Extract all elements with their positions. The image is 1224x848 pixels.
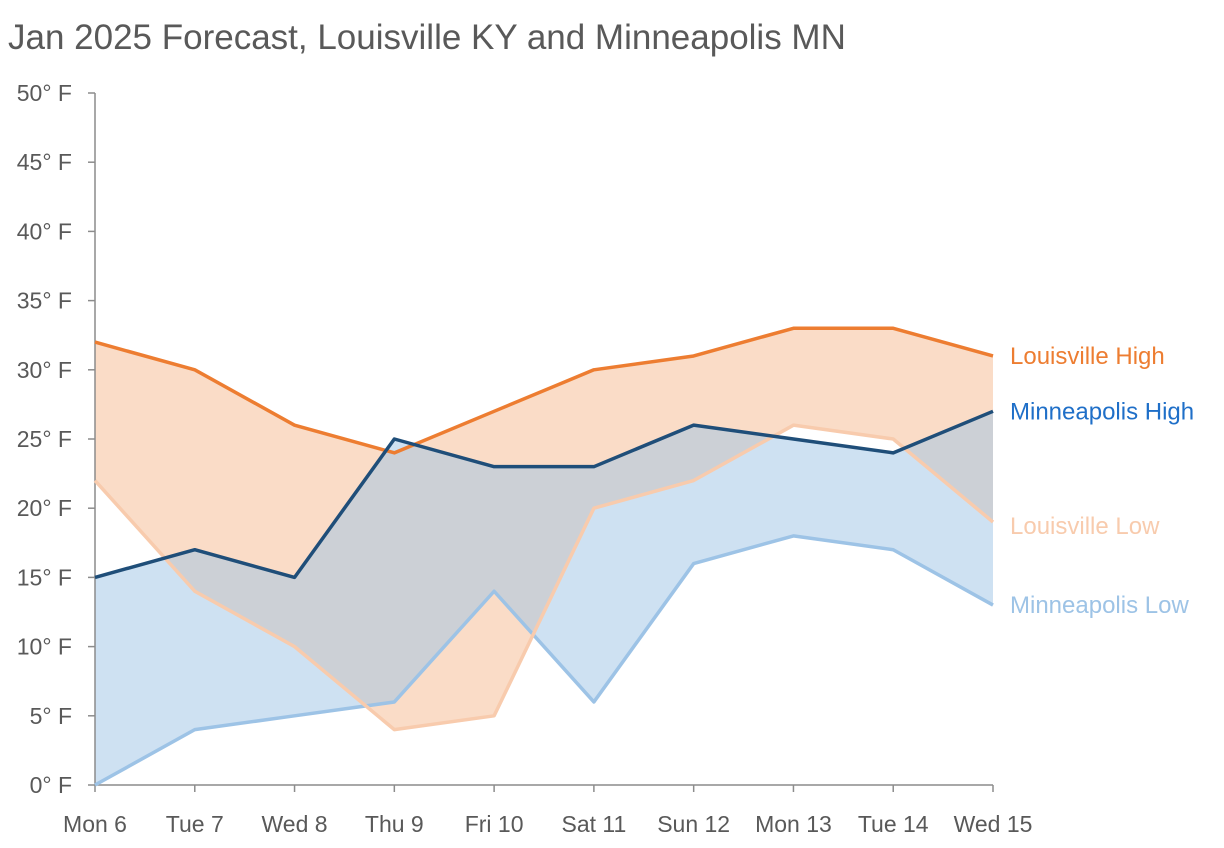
y-tick-label: 40° F <box>17 218 72 244</box>
series-line-louisville-high <box>94 326 994 455</box>
x-tick-label: Mon 13 <box>755 811 832 837</box>
series-line-minneapolis-high <box>94 409 994 580</box>
x-tick-label: Sat 11 <box>561 811 626 837</box>
x-tick-label: Tue 7 <box>166 811 224 837</box>
x-tick-label: Fri 10 <box>465 811 524 837</box>
y-tick-label: 50° F <box>17 80 72 106</box>
band-minneapolis <box>95 411 993 785</box>
series-line-louisville-low <box>93 423 995 732</box>
series-label-louisville-high: Louisville High <box>1010 343 1165 370</box>
x-tick-label: Wed 15 <box>954 811 1033 837</box>
y-tick-label: 5° F <box>30 703 72 729</box>
y-tick-label: 25° F <box>17 426 72 452</box>
series-line-minneapolis-low <box>94 534 994 787</box>
series-label-minneapolis-high: Minneapolis High <box>1010 398 1194 425</box>
chart-title: Jan 2025 Forecast, Louisville KY and Min… <box>8 18 846 57</box>
x-tick-label: Sun 12 <box>657 811 730 837</box>
y-tick-label: 35° F <box>17 288 72 314</box>
x-tick-label: Tue 14 <box>858 811 929 837</box>
y-tick-label: 20° F <box>17 495 72 521</box>
series-label-louisville-low: Louisville Low <box>1010 513 1160 540</box>
y-tick-label: 0° F <box>30 772 72 798</box>
x-tick-label: Mon 6 <box>63 811 127 837</box>
y-tick-label: 10° F <box>17 634 72 660</box>
x-tick-label: Thu 9 <box>365 811 424 837</box>
y-tick-label: 30° F <box>17 357 72 383</box>
series-label-minneapolis-low: Minneapolis Low <box>1010 592 1189 619</box>
y-tick-label: 15° F <box>17 564 72 590</box>
y-tick-label: 45° F <box>17 149 72 175</box>
x-tick-label: Wed 8 <box>262 811 328 837</box>
